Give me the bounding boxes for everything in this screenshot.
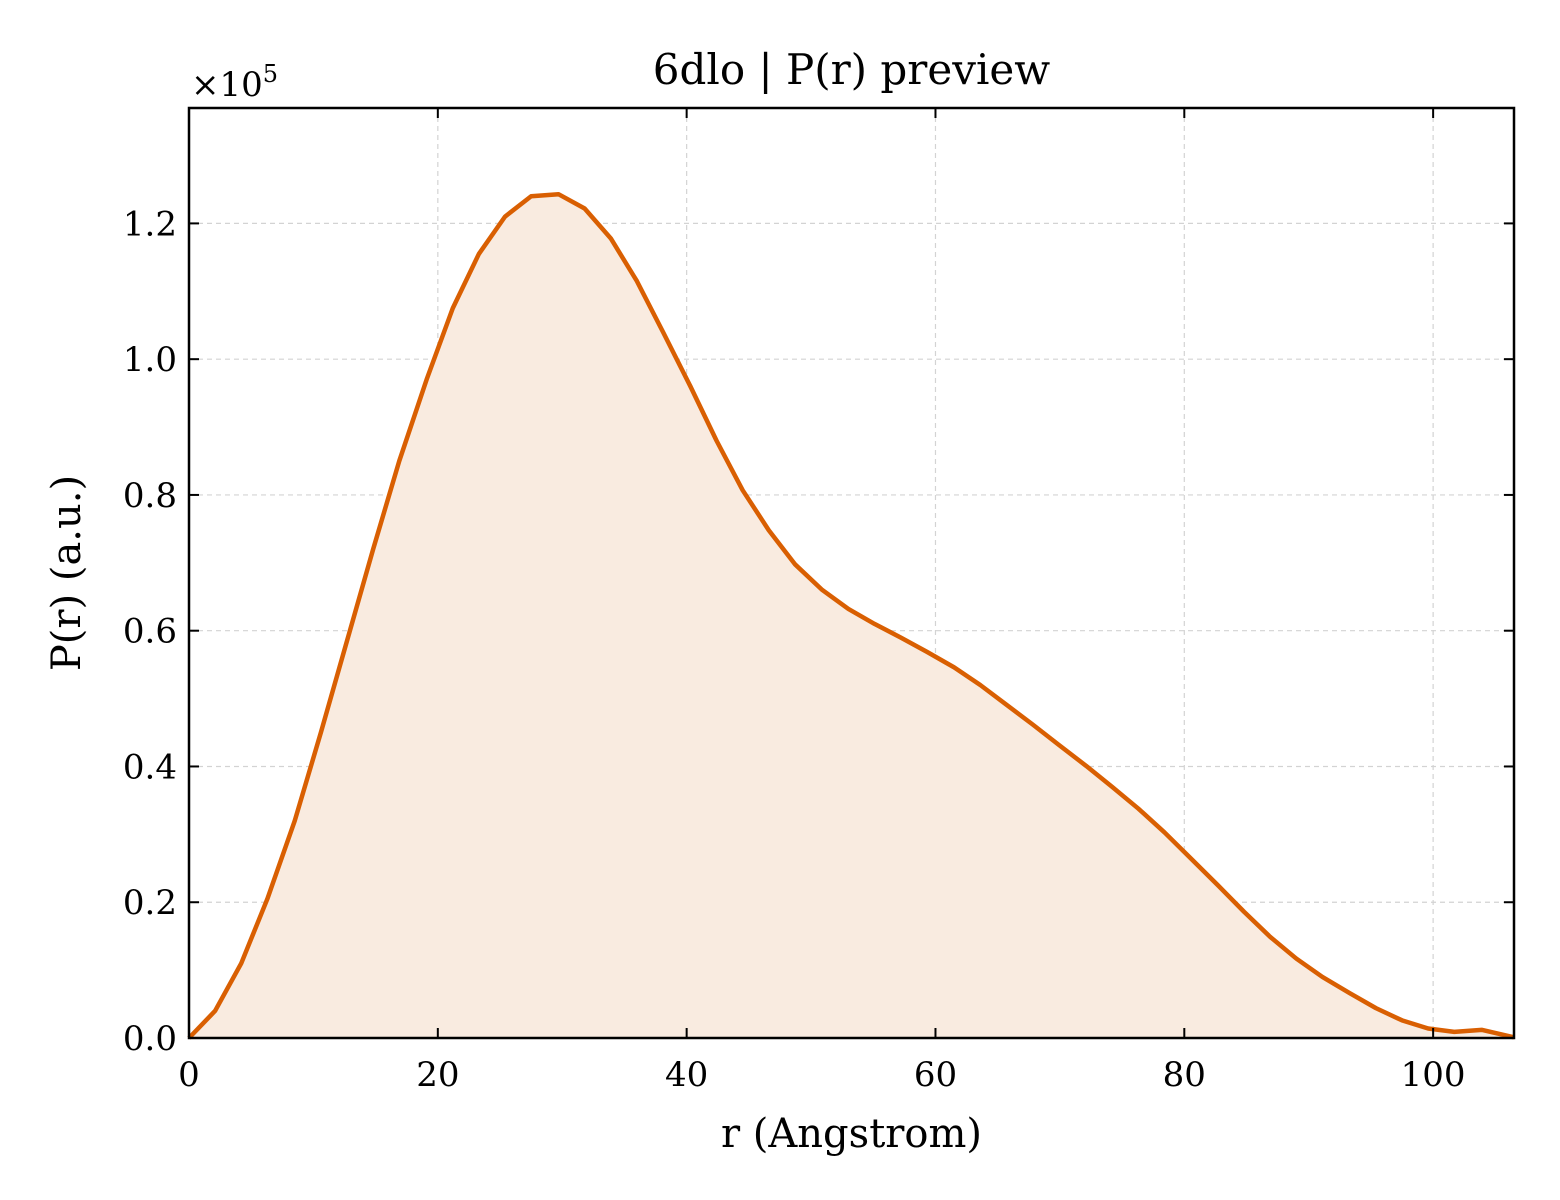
- chart-title: 6dlo | P(r) preview: [653, 45, 1050, 94]
- y-tick-label: 1.2: [123, 204, 177, 244]
- y-tick-label: 1.0: [123, 340, 177, 380]
- y-tick-label: 0.8: [123, 476, 177, 516]
- x-tick-label: 100: [1401, 1055, 1466, 1095]
- axis-ticks: [188, 108, 1514, 1039]
- x-tick-label: 60: [914, 1055, 957, 1095]
- x-tick-label: 40: [665, 1055, 708, 1095]
- y-scale-exponent: 5: [263, 60, 278, 88]
- x-tick-label: 20: [416, 1055, 459, 1095]
- plot-frame: [187, 106, 1516, 1040]
- y-tick-label: 0.6: [123, 612, 177, 652]
- x-tick-label: 0: [178, 1055, 200, 1095]
- x-tick-label: 80: [1163, 1055, 1206, 1095]
- tick-labels: 0 20 40 60 80 100 0.0 0.2 0.4 0.6 0.8 1.0 1.2: [123, 204, 1466, 1095]
- area-fill: [189, 194, 1514, 1038]
- y-tick-label: 0.4: [123, 747, 177, 787]
- y-axis-label: P(r) (a.u.): [44, 475, 90, 671]
- y-tick-label: 0.2: [123, 883, 177, 923]
- y-scale-multiplier: ×105: [191, 60, 278, 105]
- x-axis-label: r (Angstrom): [721, 1111, 982, 1157]
- y-scale-prefix: ×10: [191, 65, 263, 105]
- y-tick-label: 0.0: [123, 1019, 177, 1059]
- series-line: [187, 191, 1515, 1040]
